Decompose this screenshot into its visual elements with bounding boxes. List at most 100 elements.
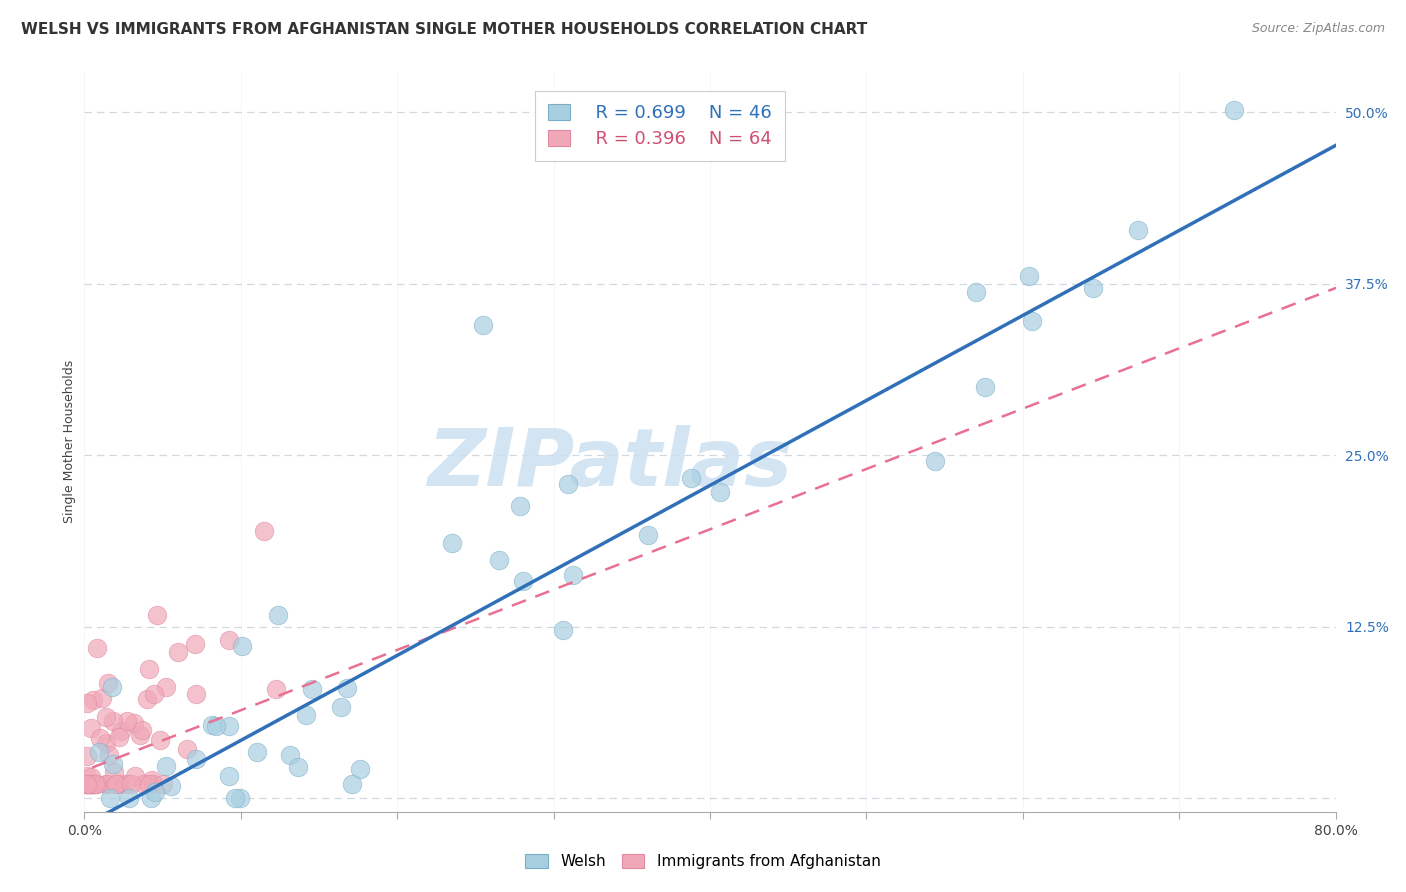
- Point: [90, 691, 112, 706]
- Point: [176, 742, 198, 756]
- Point: [342, 777, 364, 791]
- Point: [974, 379, 997, 393]
- Point: [79, 777, 101, 791]
- Point: [167, 645, 190, 659]
- Point: [83, 777, 105, 791]
- Point: [110, 723, 132, 738]
- Point: [76, 769, 98, 783]
- Point: [201, 718, 224, 732]
- Point: [97, 748, 120, 763]
- Point: [122, 716, 145, 731]
- Point: [965, 285, 987, 299]
- Point: [553, 623, 575, 637]
- Point: [138, 663, 160, 677]
- Point: [1021, 314, 1043, 328]
- Point: [101, 680, 124, 694]
- Point: [86, 641, 108, 656]
- Point: [264, 681, 287, 696]
- Point: [76, 777, 98, 791]
- Point: [218, 718, 240, 732]
- Point: [184, 637, 207, 651]
- Point: [488, 553, 510, 567]
- Point: [97, 676, 120, 690]
- Point: [94, 777, 117, 791]
- Point: [349, 763, 371, 777]
- Point: [117, 791, 139, 805]
- Point: [509, 499, 531, 513]
- Point: [1018, 269, 1040, 284]
- Point: [86, 777, 108, 791]
- Point: [129, 728, 152, 742]
- Point: [709, 484, 731, 499]
- Point: [472, 318, 495, 332]
- Point: [138, 777, 160, 791]
- Point: [104, 777, 127, 791]
- Point: [218, 768, 240, 782]
- Point: [135, 691, 157, 706]
- Point: [155, 680, 177, 694]
- Point: [336, 681, 359, 695]
- Point: [103, 714, 125, 728]
- Text: WELSH VS IMMIGRANTS FROM AFGHANISTAN SINGLE MOTHER HOUSEHOLDS CORRELATION CHART: WELSH VS IMMIGRANTS FROM AFGHANISTAN SIN…: [21, 22, 868, 37]
- Point: [1126, 223, 1149, 237]
- Point: [330, 700, 353, 714]
- Point: [115, 777, 138, 791]
- Point: [131, 723, 153, 737]
- Point: [143, 785, 166, 799]
- Point: [245, 745, 267, 759]
- Point: [160, 779, 183, 793]
- Point: [152, 777, 174, 791]
- Point: [108, 777, 131, 791]
- Point: [1081, 281, 1104, 295]
- Point: [224, 791, 246, 805]
- Point: [132, 777, 155, 791]
- Point: [155, 759, 177, 773]
- Point: [142, 687, 165, 701]
- Point: [76, 777, 98, 791]
- Point: [108, 730, 131, 744]
- Point: [104, 777, 127, 791]
- Point: [637, 528, 659, 542]
- Point: [98, 790, 121, 805]
- Point: [107, 777, 129, 791]
- Point: [83, 777, 105, 791]
- Point: [79, 777, 101, 791]
- Point: [301, 681, 323, 696]
- Point: [441, 536, 464, 550]
- Point: [146, 607, 169, 622]
- Point: [141, 773, 163, 788]
- Point: [557, 477, 579, 491]
- Legend:   R = 0.699    N = 46,   R = 0.396    N = 64: R = 0.699 N = 46, R = 0.396 N = 64: [536, 92, 785, 161]
- Point: [278, 747, 301, 762]
- Point: [76, 777, 98, 791]
- Point: [205, 719, 228, 733]
- Point: [101, 756, 124, 771]
- Point: [1223, 103, 1246, 117]
- Point: [115, 714, 138, 729]
- Point: [231, 640, 253, 654]
- Y-axis label: Single Mother Households: Single Mother Households: [63, 359, 76, 524]
- Point: [186, 752, 208, 766]
- Point: [87, 745, 110, 759]
- Point: [94, 709, 117, 723]
- Point: [80, 777, 103, 791]
- Point: [679, 471, 702, 485]
- Point: [84, 777, 107, 791]
- Point: [124, 769, 146, 783]
- Point: [80, 721, 103, 735]
- Point: [139, 791, 162, 805]
- Point: [89, 731, 111, 745]
- Text: Source: ZipAtlas.com: Source: ZipAtlas.com: [1251, 22, 1385, 36]
- Point: [80, 770, 103, 784]
- Point: [76, 777, 98, 791]
- Point: [79, 777, 101, 791]
- Point: [253, 524, 276, 538]
- Point: [120, 777, 142, 791]
- Text: ZIPatlas: ZIPatlas: [427, 425, 793, 503]
- Point: [76, 777, 98, 791]
- Point: [142, 777, 165, 791]
- Point: [512, 574, 534, 588]
- Point: [294, 708, 316, 723]
- Point: [924, 453, 946, 467]
- Point: [82, 693, 104, 707]
